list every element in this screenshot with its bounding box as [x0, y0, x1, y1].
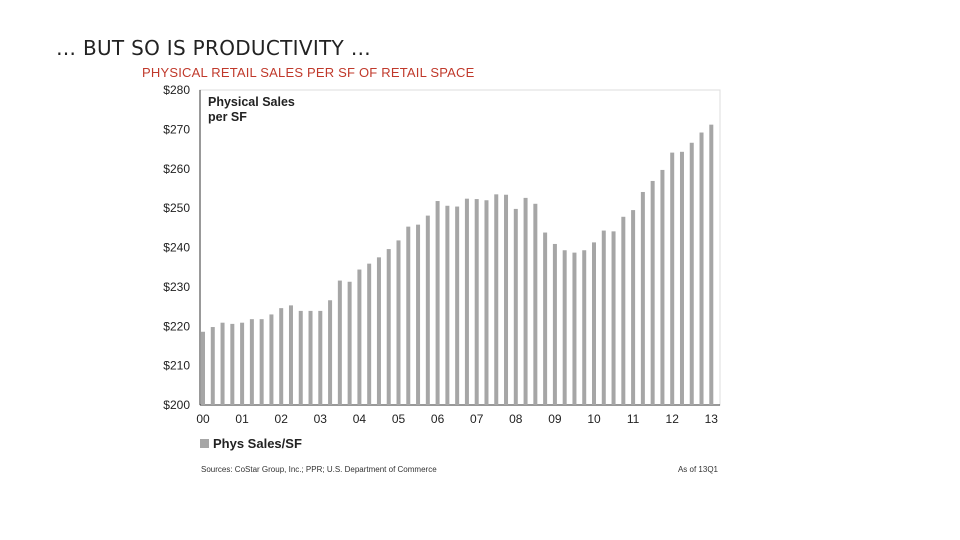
- bar-series: [201, 124, 714, 406]
- bar: [220, 322, 225, 405]
- bar: [640, 191, 645, 405]
- source-note: Sources: CoStar Group, Inc.; PPR; U.S. D…: [201, 465, 437, 474]
- bar: [494, 194, 499, 405]
- x-tick-label: 11: [627, 412, 640, 426]
- bar: [513, 208, 518, 405]
- x-tick-label: 04: [353, 412, 367, 426]
- x-tick-label: 09: [548, 412, 562, 426]
- bar: [572, 252, 577, 405]
- bar: [464, 198, 469, 405]
- x-axis-ticks: 00 01 02 03 04 05 06 07 08 09 10 11 12 13: [196, 412, 718, 426]
- x-tick-label: 02: [275, 412, 289, 426]
- bar: [279, 308, 284, 405]
- bar: [425, 215, 430, 405]
- bar: [689, 142, 694, 405]
- bar: [631, 210, 636, 405]
- bar: [249, 319, 254, 405]
- bar: [455, 206, 460, 405]
- bar: [670, 152, 675, 405]
- bar: [347, 281, 352, 405]
- as-of-note: As of 13Q1: [678, 465, 719, 474]
- bar: [337, 280, 342, 405]
- bar: [523, 197, 528, 405]
- x-tick-label: 00: [196, 412, 210, 426]
- bar: [650, 180, 655, 405]
- y-axis-ticks: $200 $210 $220 $230 $240 $250 $260 $270 $280: [163, 83, 190, 412]
- chart-title-line-2: per SF: [208, 110, 247, 124]
- bar: [435, 201, 440, 405]
- x-tick-label: 05: [392, 412, 406, 426]
- slide-subtitle: PHYSICAL RETAIL SALES PER SF OF RETAIL S…: [142, 65, 475, 80]
- y-tick-label: $210: [163, 359, 190, 373]
- x-tick-label: 13: [705, 412, 719, 426]
- bar: [416, 224, 421, 405]
- y-tick-label: $260: [163, 162, 190, 176]
- bar: [406, 226, 411, 405]
- slide-title: … BUT SO IS PRODUCTIVITY …: [56, 36, 372, 60]
- bar: [592, 242, 596, 405]
- bar: [699, 132, 704, 405]
- x-tick-label: 03: [314, 412, 328, 426]
- x-tick-label: 07: [470, 412, 484, 426]
- bar: [298, 310, 303, 405]
- bar: [230, 323, 235, 405]
- bar: [601, 230, 606, 405]
- legend: Phys Sales/SF: [200, 436, 302, 451]
- y-tick-label: $220: [163, 319, 190, 333]
- bar: [474, 199, 479, 405]
- bar: [328, 300, 333, 405]
- bar: [562, 250, 567, 405]
- bar: [611, 231, 616, 405]
- bar: [201, 331, 205, 405]
- bar: [386, 249, 391, 405]
- bar: [660, 169, 665, 405]
- bar: [367, 263, 372, 405]
- bar: [445, 205, 450, 405]
- bar: [533, 203, 538, 405]
- bar: [259, 319, 264, 405]
- bar: [543, 232, 548, 405]
- bar: [210, 327, 215, 405]
- bar: [357, 269, 362, 405]
- chart-title-line-1: Physical Sales: [208, 95, 295, 109]
- x-tick-label: 12: [666, 412, 680, 426]
- y-tick-label: $280: [163, 83, 190, 97]
- x-tick-label: 08: [509, 412, 523, 426]
- bar: [269, 314, 274, 405]
- legend-label: Phys Sales/SF: [213, 436, 302, 451]
- bar: [582, 250, 587, 405]
- x-tick-label: 10: [587, 412, 601, 426]
- bar: [376, 257, 381, 405]
- y-tick-label: $240: [163, 241, 190, 255]
- bar: [240, 322, 245, 405]
- y-tick-label: $270: [163, 122, 190, 136]
- y-tick-label: $230: [163, 280, 190, 294]
- bar: [679, 151, 684, 405]
- bar: [288, 305, 293, 405]
- bar: [504, 194, 509, 405]
- legend-swatch: [200, 439, 209, 448]
- bar: [484, 200, 489, 405]
- bar: [318, 310, 323, 405]
- y-tick-label: $200: [163, 398, 190, 412]
- x-tick-label: 06: [431, 412, 445, 426]
- y-tick-label: $250: [163, 201, 190, 215]
- bar: [308, 310, 313, 405]
- x-tick-label: 01: [235, 412, 249, 426]
- bar: [709, 124, 714, 406]
- bar: [552, 243, 557, 405]
- bar: [396, 240, 401, 405]
- bar: [621, 216, 626, 405]
